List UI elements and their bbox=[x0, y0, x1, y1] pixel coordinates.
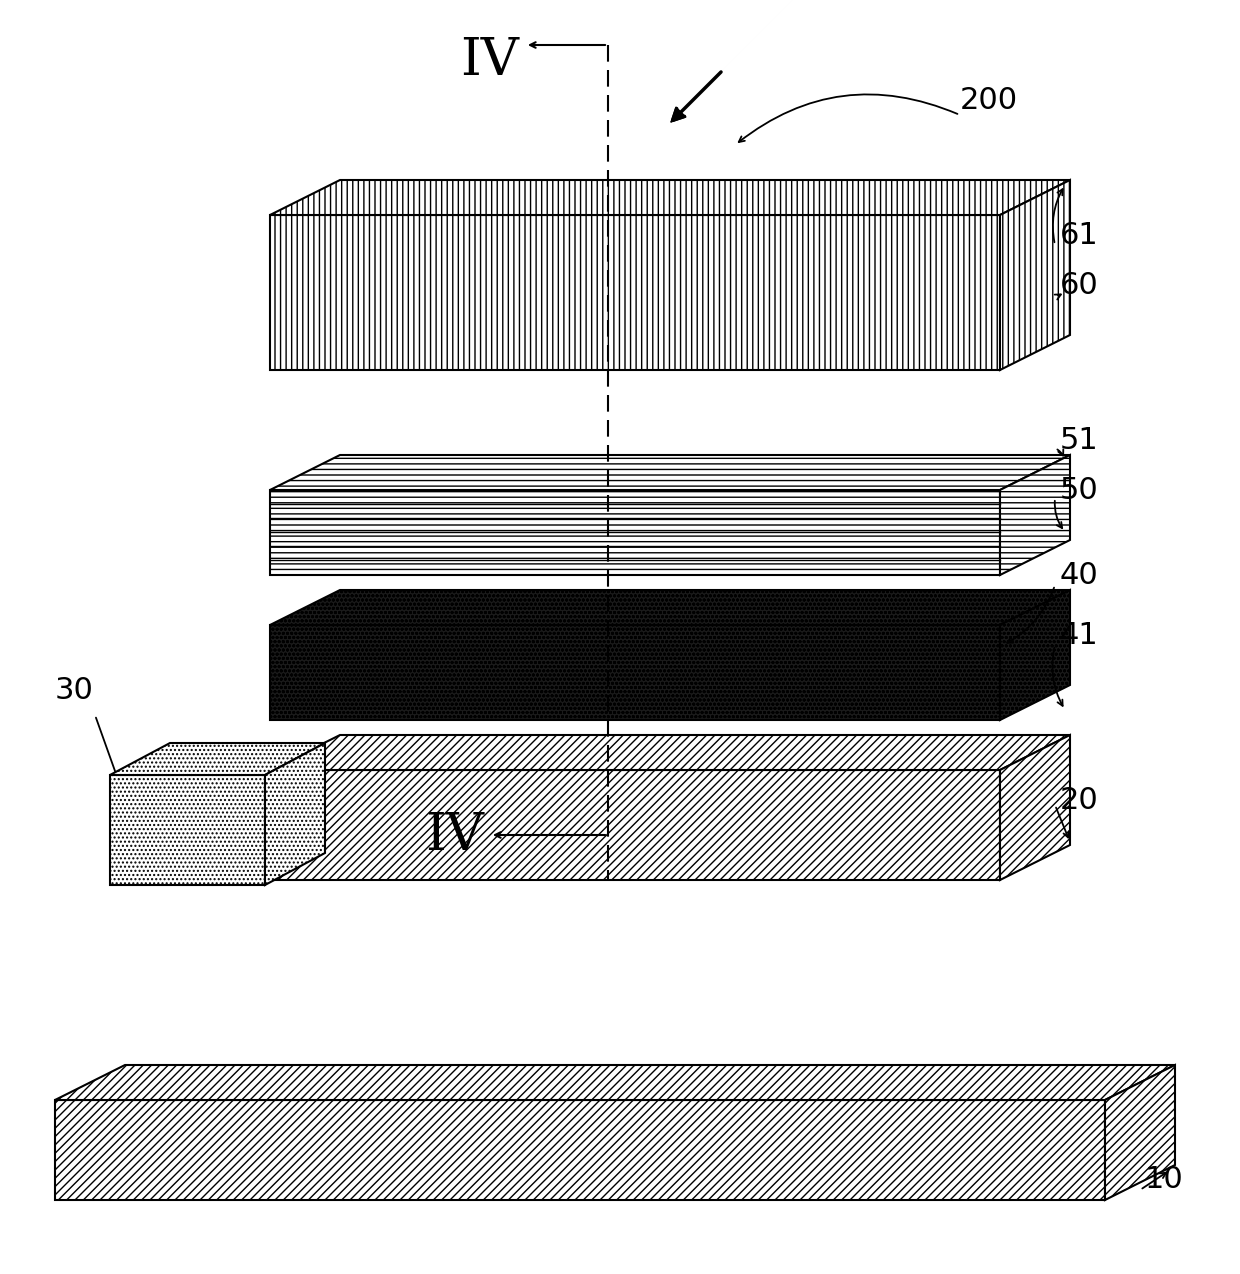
Polygon shape bbox=[270, 180, 1070, 215]
Polygon shape bbox=[999, 735, 1070, 880]
Polygon shape bbox=[110, 775, 265, 885]
Polygon shape bbox=[270, 626, 999, 720]
Polygon shape bbox=[999, 590, 1070, 720]
Text: 30: 30 bbox=[55, 675, 94, 705]
Text: IV: IV bbox=[460, 34, 520, 85]
Polygon shape bbox=[265, 743, 325, 885]
Polygon shape bbox=[1105, 1065, 1176, 1200]
Polygon shape bbox=[999, 455, 1070, 575]
Text: 200: 200 bbox=[960, 85, 1018, 115]
Text: 40: 40 bbox=[1060, 561, 1099, 590]
Polygon shape bbox=[270, 215, 999, 369]
Polygon shape bbox=[270, 590, 1070, 626]
Text: 51: 51 bbox=[1060, 426, 1099, 455]
Polygon shape bbox=[270, 490, 999, 575]
Polygon shape bbox=[270, 769, 999, 880]
Text: 41: 41 bbox=[1060, 620, 1099, 650]
Polygon shape bbox=[110, 743, 325, 775]
Text: IV: IV bbox=[425, 809, 485, 860]
Text: 61: 61 bbox=[1060, 220, 1099, 250]
Text: 10: 10 bbox=[1145, 1166, 1184, 1195]
Polygon shape bbox=[270, 455, 1070, 490]
Polygon shape bbox=[999, 180, 1070, 369]
Polygon shape bbox=[55, 1065, 1176, 1099]
Polygon shape bbox=[55, 1099, 1105, 1200]
Text: 50: 50 bbox=[1060, 475, 1099, 505]
Polygon shape bbox=[270, 735, 1070, 769]
Text: 60: 60 bbox=[1060, 270, 1099, 299]
Text: 20: 20 bbox=[1060, 786, 1099, 814]
